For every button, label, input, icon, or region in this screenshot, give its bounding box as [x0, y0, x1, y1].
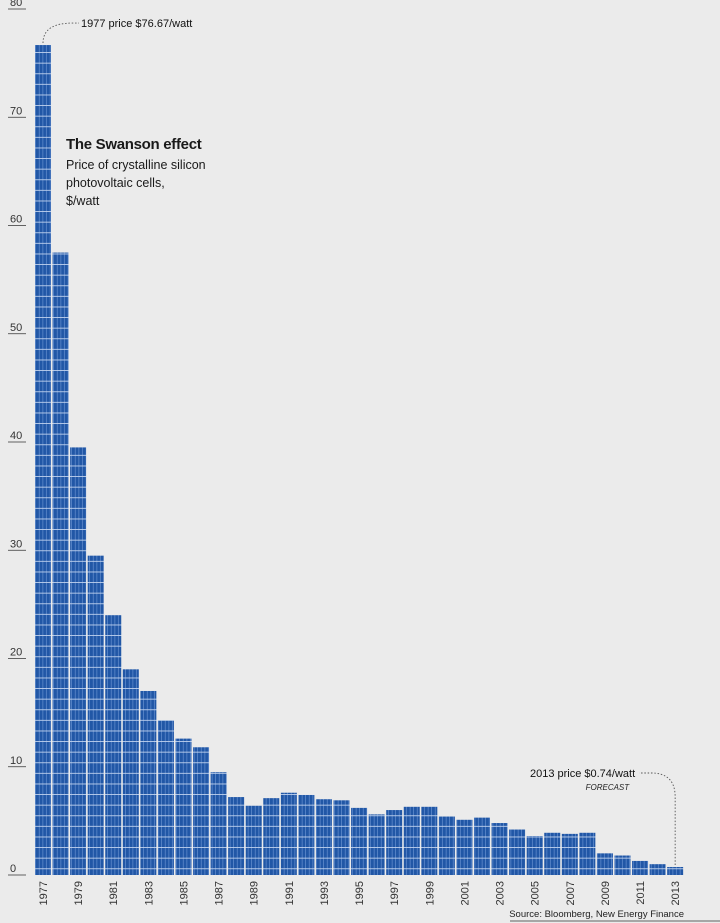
y-tick-label: 20: [10, 647, 22, 659]
bar-1993: [315, 799, 332, 875]
bar-1989: [245, 805, 262, 875]
bar-2009: [596, 853, 613, 875]
x-tick-label: 1987: [214, 881, 226, 905]
x-tick-label: 1979: [73, 881, 85, 905]
x-tick-label: 1991: [284, 881, 296, 905]
bar-1990: [263, 798, 280, 875]
x-tick-label: 2013: [670, 881, 682, 905]
bar-1991: [280, 792, 297, 875]
bar-1988: [228, 797, 245, 875]
x-tick-label: 2011: [635, 881, 647, 905]
y-tick-label: 30: [10, 538, 22, 550]
subtitle-line-1: Price of crystalline silicon: [66, 158, 206, 172]
bar-1980: [87, 555, 104, 875]
x-axis: 1977 1979 1981 1983 1985 1987 1989 1991 1993 1995…: [38, 881, 682, 905]
bar-1999: [421, 806, 438, 875]
bar-1986: [193, 747, 210, 875]
x-tick-label: 1985: [178, 881, 190, 905]
annotation-leader-2013: [639, 772, 676, 865]
x-tick-label: 1983: [143, 881, 155, 905]
x-tick-label: 2007: [565, 881, 577, 905]
x-tick-label: 1989: [249, 881, 261, 905]
bars: [35, 45, 684, 876]
bar-1987: [210, 772, 227, 875]
bar-2002: [474, 817, 490, 875]
bar-2004: [509, 829, 526, 875]
annotation-leader-1977: [42, 22, 79, 44]
bar-2008: [579, 832, 596, 875]
x-tick-label: 1993: [319, 881, 331, 905]
x-tick-label: 1999: [424, 881, 436, 905]
title-block: The Swanson effect Price of crystalline …: [66, 136, 206, 210]
annotations: 1977 price $76.67/watt 2013 price $0.74/w…: [42, 18, 720, 922]
x-tick-label: 1997: [389, 881, 401, 905]
subtitle-line-2: photovoltaic cells,: [66, 176, 165, 190]
bar-2013: [667, 866, 684, 875]
y-tick-label: 50: [10, 322, 22, 334]
x-tick-label: 2009: [600, 881, 612, 905]
x-tick-label: 2005: [530, 881, 542, 905]
x-tick-label: 1977: [38, 881, 50, 905]
bar-1998: [403, 806, 420, 875]
bar-1983: [140, 690, 157, 875]
chart-subtitle: Price of crystalline silicon photovoltai…: [66, 156, 206, 210]
bar-1981: [105, 615, 122, 875]
x-tick-label: 2001: [459, 881, 471, 905]
source-note: Source: Bloomberg, New Energy Finance: [509, 909, 684, 920]
bar-1984: [157, 720, 174, 875]
bar-1978: [52, 252, 69, 875]
bar-1982: [122, 669, 139, 875]
bar-2011: [632, 860, 649, 875]
annotation-1977: 1977 price $76.67/watt: [81, 18, 192, 30]
y-tick-label: 10: [10, 755, 22, 767]
x-tick-label: 1981: [108, 881, 120, 905]
bar-2010: [614, 855, 631, 875]
bar-2005: [526, 836, 543, 875]
bar-1996: [368, 814, 385, 875]
bar-2006: [544, 832, 561, 875]
annotation-forecast: FORECAST: [586, 783, 631, 792]
bar-2003: [491, 823, 508, 875]
bar-2007: [561, 833, 578, 875]
bar-1985: [175, 738, 192, 875]
annotation-2013: 2013 price $0.74/watt: [530, 768, 635, 780]
y-tick-label: 70: [10, 105, 22, 117]
bar-2012: [649, 864, 666, 875]
bar-1979: [70, 447, 87, 875]
bar-1994: [333, 800, 350, 875]
bar-2000: [438, 816, 455, 875]
y-tick-label: 80: [10, 0, 22, 9]
y-tick-label: 0: [10, 863, 16, 875]
subtitle-line-3: $/watt: [66, 194, 100, 208]
chart-title: The Swanson effect: [66, 136, 202, 153]
x-tick-label: 1995: [354, 881, 366, 905]
y-tick-label: 40: [10, 430, 22, 442]
bar-1997: [386, 810, 403, 875]
bar-1977: [35, 45, 51, 876]
y-tick-label: 60: [10, 214, 22, 226]
x-tick-label: 2003: [495, 881, 507, 905]
bar-2001: [456, 819, 473, 875]
bar-1995: [351, 807, 368, 875]
bar-1992: [298, 794, 315, 875]
y-axis: 0 10 20 30 40 50 60 70 80: [8, 0, 26, 876]
